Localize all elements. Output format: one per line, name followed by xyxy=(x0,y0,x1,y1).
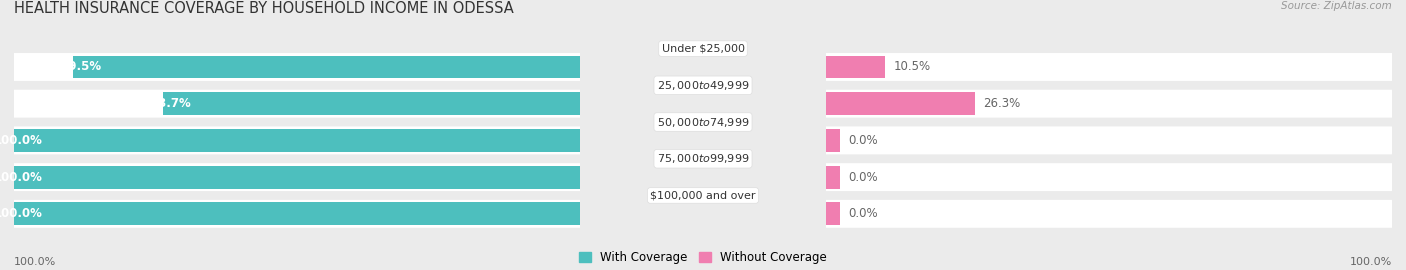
Text: 10.5%: 10.5% xyxy=(894,60,931,73)
Text: 0.0%: 0.0% xyxy=(849,207,879,220)
Bar xyxy=(827,202,841,225)
Text: $75,000 to $99,999: $75,000 to $99,999 xyxy=(657,152,749,165)
Text: 100.0%: 100.0% xyxy=(0,171,42,184)
Text: $25,000 to $49,999: $25,000 to $49,999 xyxy=(657,79,749,92)
Text: 0.0%: 0.0% xyxy=(849,134,879,147)
Text: $100,000 and over: $100,000 and over xyxy=(650,190,756,201)
FancyBboxPatch shape xyxy=(14,163,581,191)
Text: 73.7%: 73.7% xyxy=(150,97,191,110)
Bar xyxy=(14,129,581,152)
Text: Source: ZipAtlas.com: Source: ZipAtlas.com xyxy=(1281,1,1392,11)
Text: 100.0%: 100.0% xyxy=(0,207,42,220)
Bar xyxy=(827,92,974,115)
Bar xyxy=(14,202,581,225)
Bar xyxy=(827,129,841,152)
Bar xyxy=(163,92,581,115)
Bar xyxy=(73,56,581,78)
FancyBboxPatch shape xyxy=(825,126,1392,154)
Text: 0.0%: 0.0% xyxy=(849,171,879,184)
Bar xyxy=(827,166,841,188)
Bar xyxy=(14,166,581,188)
Bar xyxy=(827,56,886,78)
FancyBboxPatch shape xyxy=(14,126,581,154)
FancyBboxPatch shape xyxy=(825,163,1392,191)
FancyBboxPatch shape xyxy=(14,90,581,118)
FancyBboxPatch shape xyxy=(825,200,1392,228)
Text: $50,000 to $74,999: $50,000 to $74,999 xyxy=(657,116,749,129)
Text: 100.0%: 100.0% xyxy=(14,257,56,267)
FancyBboxPatch shape xyxy=(14,53,581,81)
FancyBboxPatch shape xyxy=(825,53,1392,81)
FancyBboxPatch shape xyxy=(825,90,1392,118)
Text: 26.3%: 26.3% xyxy=(983,97,1021,110)
Text: 100.0%: 100.0% xyxy=(0,134,42,147)
FancyBboxPatch shape xyxy=(14,200,581,228)
Text: Under $25,000: Under $25,000 xyxy=(661,43,745,54)
Text: 89.5%: 89.5% xyxy=(60,60,101,73)
Text: 100.0%: 100.0% xyxy=(1350,257,1392,267)
Text: HEALTH INSURANCE COVERAGE BY HOUSEHOLD INCOME IN ODESSA: HEALTH INSURANCE COVERAGE BY HOUSEHOLD I… xyxy=(14,1,513,16)
Legend: With Coverage, Without Coverage: With Coverage, Without Coverage xyxy=(579,251,827,264)
